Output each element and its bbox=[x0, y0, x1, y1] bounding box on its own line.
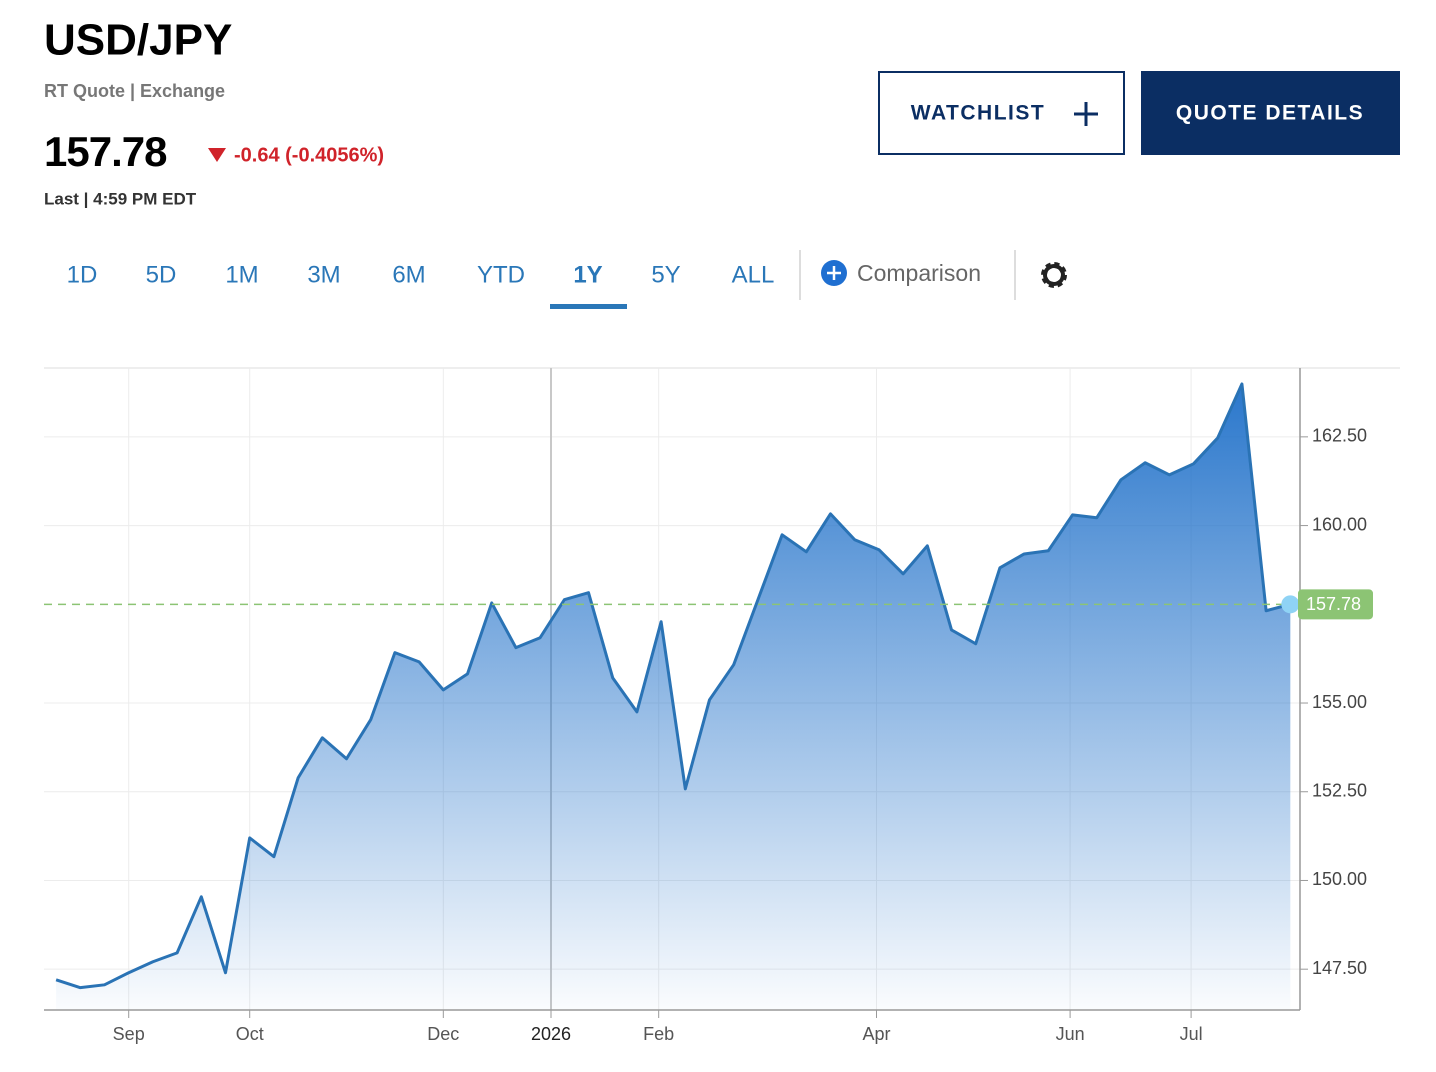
tab[interactable]: 1D bbox=[67, 261, 98, 288]
comparison-plus[interactable] bbox=[827, 266, 841, 280]
last-time: Last | 4:59 PM EDT bbox=[44, 189, 197, 208]
y-tick-label: 147.50 bbox=[1312, 958, 1367, 978]
tab[interactable]: ALL bbox=[732, 261, 775, 288]
change: -0.64 (-0.4056%) bbox=[234, 144, 384, 166]
last-price-tag bbox=[1298, 589, 1373, 620]
subtitle: RT Quote | Exchange bbox=[44, 81, 225, 101]
tab[interactable]: 6M bbox=[392, 261, 425, 288]
y-tick-label: 155.00 bbox=[1312, 692, 1367, 712]
price: 157.78 bbox=[44, 128, 167, 175]
tab[interactable]: 5D bbox=[146, 261, 177, 288]
tab[interactable]: 5Y bbox=[651, 261, 680, 288]
y-tick-label: 152.50 bbox=[1312, 780, 1367, 800]
tab[interactable]: 1M bbox=[225, 261, 258, 288]
tab[interactable]: 1Y bbox=[573, 261, 602, 288]
x-tick-label: Jun bbox=[1056, 1024, 1085, 1044]
plus-icon[interactable] bbox=[1074, 102, 1098, 126]
x-tick-label: Sep bbox=[113, 1024, 145, 1044]
x-tick-label: 2026 bbox=[531, 1024, 571, 1044]
y-tick-label: 162.50 bbox=[1312, 426, 1367, 446]
quote-details-button[interactable] bbox=[1141, 71, 1400, 155]
watchlist-label[interactable]: WATCHLIST bbox=[911, 102, 1045, 125]
x-tick-label: Apr bbox=[862, 1024, 890, 1044]
active-tab-underline bbox=[550, 304, 627, 309]
price-line bbox=[55, 382, 1291, 990]
title: USD/JPY bbox=[44, 16, 232, 65]
y-tick-label: 150.00 bbox=[1312, 869, 1367, 889]
settings-icon[interactable] bbox=[1041, 262, 1067, 288]
x-tick-label: Feb bbox=[643, 1024, 674, 1044]
x-tick-label: Oct bbox=[236, 1024, 264, 1044]
tab[interactable]: YTD bbox=[477, 261, 525, 288]
x-tick-label: Dec bbox=[427, 1024, 459, 1044]
y-tick-label: 160.00 bbox=[1312, 514, 1367, 534]
last-price-label: 157.78 bbox=[1306, 594, 1361, 614]
tab[interactable]: 3M bbox=[307, 261, 340, 288]
comparison[interactable]: Comparison bbox=[857, 260, 981, 286]
last-point bbox=[1281, 595, 1300, 614]
area-fill bbox=[56, 383, 1291, 1010]
down-arrow bbox=[208, 148, 226, 162]
x-tick-label: Jul bbox=[1180, 1024, 1203, 1044]
quote-details-label[interactable]: QUOTE DETAILS bbox=[1176, 102, 1364, 125]
